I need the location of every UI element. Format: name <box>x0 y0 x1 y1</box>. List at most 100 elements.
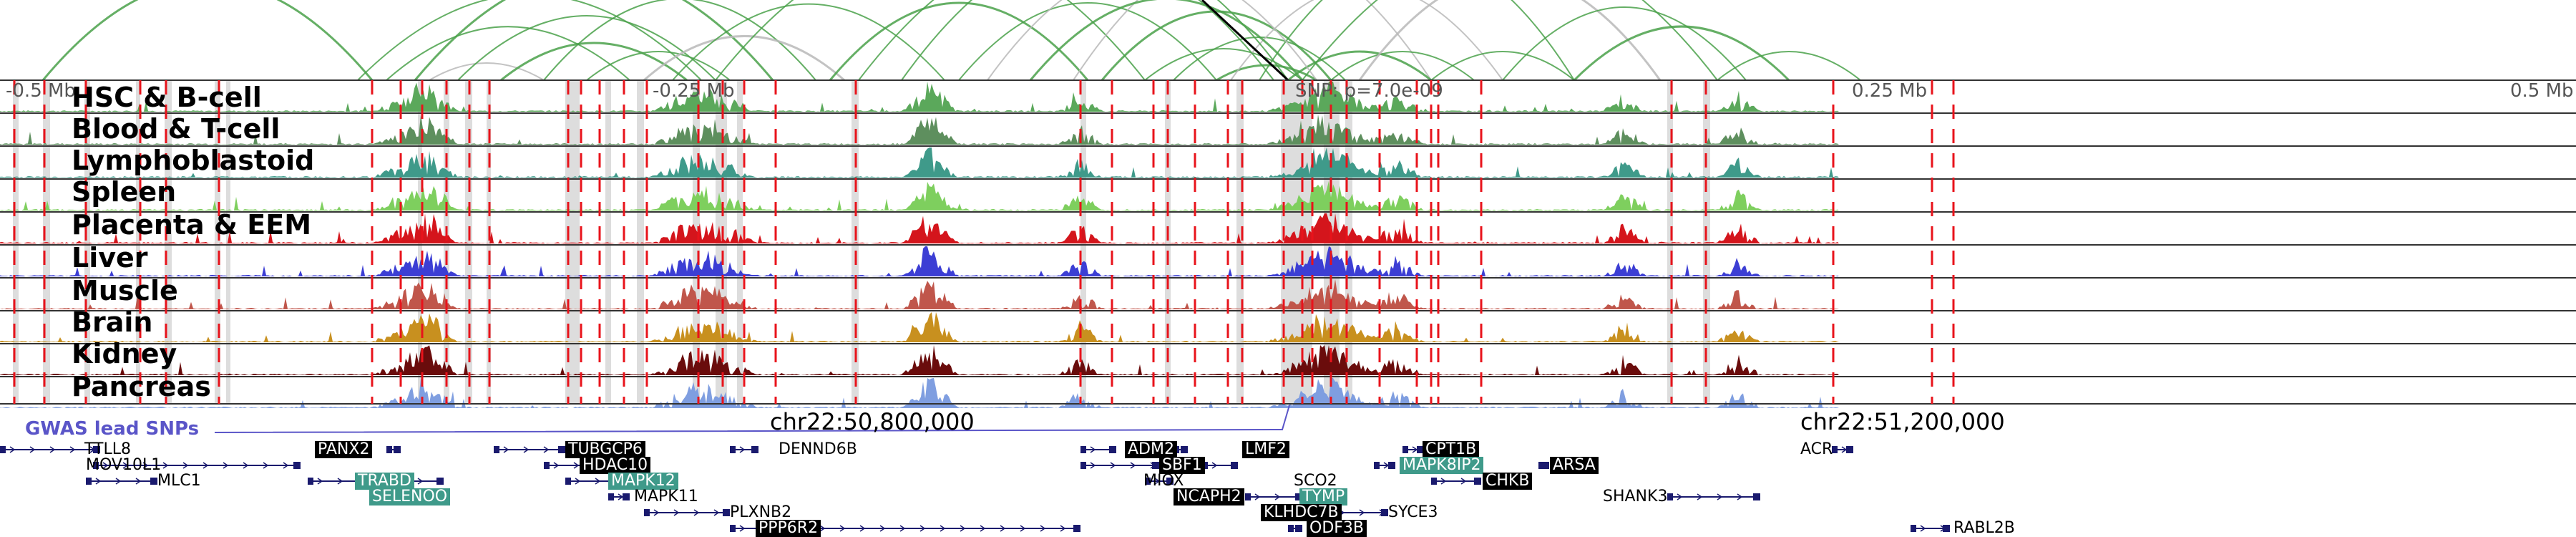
gene-exon <box>1667 493 1673 500</box>
gene-exon <box>1417 446 1424 453</box>
gene-exon <box>150 478 157 485</box>
gene-strand-arrow <box>575 478 581 485</box>
loop-arc <box>357 0 702 81</box>
gene-label-tubgcp6: TUBGCP6 <box>565 441 645 458</box>
gene-strand-arrow <box>523 446 530 453</box>
highlight-band <box>465 80 472 404</box>
gene-strand-arrow <box>919 525 926 532</box>
gene-exon <box>1080 446 1086 453</box>
gene-exon <box>1542 462 1549 469</box>
gene-exon <box>1381 509 1388 516</box>
loop-arc <box>1230 0 1503 81</box>
gene-strand-arrow <box>1274 493 1281 500</box>
gene-label-acr: ACR <box>1800 440 1833 458</box>
gene-label-ncaph2: NCAPH2 <box>1174 488 1244 505</box>
loop-arc <box>1287 50 1432 82</box>
chromatin-loop-arcs <box>42 0 1861 82</box>
snp-markers <box>13 80 1955 404</box>
loop-arc <box>829 1 1089 81</box>
loop-arc <box>1330 51 1475 81</box>
loop-arc <box>715 0 1146 81</box>
gene-models <box>0 405 1950 532</box>
highlight-band <box>605 80 611 404</box>
gene-strand-arrow <box>693 509 700 516</box>
gene-label-sbf1: SBF1 <box>1159 457 1205 474</box>
gene-strand-arrow <box>1154 478 1161 485</box>
gene-label-klhdc7b: KLHDC7B <box>1261 504 1342 521</box>
gene-exon <box>1288 525 1294 532</box>
gene-strand-arrow <box>9 446 16 453</box>
axis-label: 0.25 Mb <box>1852 80 1928 102</box>
gene-exon <box>308 478 313 485</box>
gene-strand-arrow <box>673 509 680 516</box>
track-label-muscle: Muscle <box>72 275 178 306</box>
gene-exon <box>86 478 92 485</box>
axis-label: 0.5 Mb <box>2510 80 2574 102</box>
gene-strand-arrow <box>543 446 550 453</box>
gene-label-trabd: TRABD <box>355 473 414 490</box>
gene-label-mov10l1: MOV10L1 <box>86 456 162 474</box>
coordinate-label: chr22:51,200,000 <box>1800 408 2005 435</box>
signal-track <box>0 180 1839 211</box>
gene-label-selenoo: SELENOO <box>369 488 451 505</box>
loop-arc <box>1502 6 1747 81</box>
loop-arc <box>42 0 374 81</box>
gene-strand-arrow <box>417 478 424 485</box>
gene-exon <box>1295 493 1302 500</box>
loop-arc <box>1073 0 1432 81</box>
highlight-band <box>215 80 220 404</box>
highlight-band <box>84 80 90 404</box>
highlight-band <box>43 80 50 404</box>
snp-annotation: SNP: p=7.0e-09 <box>1295 80 1443 102</box>
highlight-band <box>1165 80 1171 404</box>
gene-strand-arrow <box>122 462 129 469</box>
gene-label-sco2: SCO2 <box>1294 472 1337 490</box>
loop-arc <box>1573 25 1790 82</box>
gene-exon <box>623 493 630 500</box>
gene-label-odf3b: ODF3B <box>1307 520 1367 537</box>
coordinate-label: chr22:50,800,000 <box>770 408 975 435</box>
gene-label-ttll8: TTLL8 <box>84 440 132 458</box>
gene-strand-arrow <box>1920 525 1926 532</box>
gene-exon <box>644 509 650 516</box>
gene-strand-arrow <box>1717 493 1723 500</box>
gene-strand-arrow <box>317 478 323 485</box>
track-label-blood-tcell: Blood & T-cell <box>72 113 280 145</box>
gene-exon <box>1943 525 1950 532</box>
gene-strand-arrow <box>1697 493 1703 500</box>
loop-arc <box>1029 0 1304 81</box>
loop-arc <box>1358 0 1662 81</box>
gwas-line <box>214 405 1290 433</box>
gene-label-panx2: PANX2 <box>315 441 373 458</box>
gene-strand-arrow <box>1359 509 1365 516</box>
track-label-kidney: Kidney <box>72 338 177 369</box>
gene-label-hdac10: HDAC10 <box>580 457 651 474</box>
gene-strand-arrow <box>1677 493 1683 500</box>
signal-track <box>0 246 1839 276</box>
gene-strand-arrow <box>49 446 56 453</box>
gene-label-dennd6b: DENND6B <box>779 440 857 458</box>
gene-exon <box>1202 462 1208 469</box>
gene-exon <box>1753 493 1760 500</box>
axis-label: -0.5 Mb <box>6 80 76 102</box>
loop-arc <box>1101 10 1332 81</box>
gene-strand-arrow <box>223 462 229 469</box>
gene-strand-arrow <box>739 446 746 453</box>
gene-exon <box>1474 478 1481 485</box>
loop-arc <box>386 26 630 81</box>
gene-exon <box>436 478 444 485</box>
signal-track <box>0 378 1839 408</box>
gene-exon <box>1832 446 1838 453</box>
loop-arc <box>1430 51 1575 81</box>
gene-strand-arrow <box>1211 462 1218 469</box>
track-label-lymphoblastoid: Lymphoblastoid <box>72 145 315 176</box>
highlight-band <box>136 80 140 404</box>
loop-arc <box>500 42 688 82</box>
gene-strand-arrow <box>243 462 249 469</box>
gene-strand-arrow <box>553 462 560 469</box>
gene-exon <box>494 446 499 453</box>
track-label-spleen: Spleen <box>72 176 177 208</box>
gene-exon <box>1538 462 1544 469</box>
gene-strand-arrow <box>739 525 746 532</box>
gene-strand-arrow <box>940 525 946 532</box>
